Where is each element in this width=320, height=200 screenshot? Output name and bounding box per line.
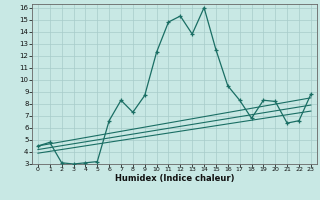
X-axis label: Humidex (Indice chaleur): Humidex (Indice chaleur) xyxy=(115,174,234,183)
